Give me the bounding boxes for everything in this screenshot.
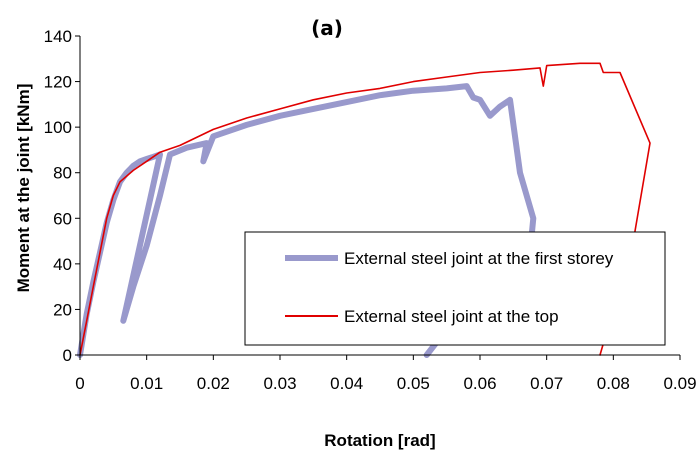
y-tick-label: 140 [44,27,72,46]
axes [79,36,680,356]
x-tick-label: 0.07 [530,374,563,393]
y-axis-ticks: 0 20 40 60 80 100 120 140 [44,27,80,365]
y-tick-label: 0 [63,346,72,365]
x-tick-label: 0.01 [130,374,163,393]
x-tick-label: 0.02 [197,374,230,393]
y-tick-label: 20 [53,300,72,319]
y-tick-label: 60 [53,209,72,228]
legend-label-first-storey: External steel joint at the first storey [344,249,614,268]
plot-area [77,62,651,358]
y-tick-label: 100 [44,118,72,137]
y-axis-title: Moment at the joint [kNm] [14,84,33,293]
x-tick-label: 0.05 [397,374,430,393]
series-line-top [79,62,651,356]
x-axis-title: Rotation [rad] [324,431,435,450]
y-tick-label: 120 [44,73,72,92]
legend-label-top: External steel joint at the top [344,307,559,326]
panel-label: (a) [311,16,343,40]
series-line-first-storey [77,83,537,358]
x-tick-label: 0.04 [330,374,363,393]
x-tick-label: 0.06 [463,374,496,393]
x-tick-label: 0.08 [597,374,630,393]
legend: External steel joint at the first storey… [244,231,666,346]
x-tick-label: 0 [75,374,84,393]
y-tick-label: 80 [53,164,72,183]
x-tick-label: 0.09 [663,374,696,393]
x-axis-ticks: 0 0.01 0.02 0.03 0.04 0.05 0.06 0.07 0.08 0.09 [75,355,697,393]
legend-box [244,231,666,346]
y-tick-label: 40 [53,255,72,274]
x-tick-label: 0.03 [263,374,296,393]
